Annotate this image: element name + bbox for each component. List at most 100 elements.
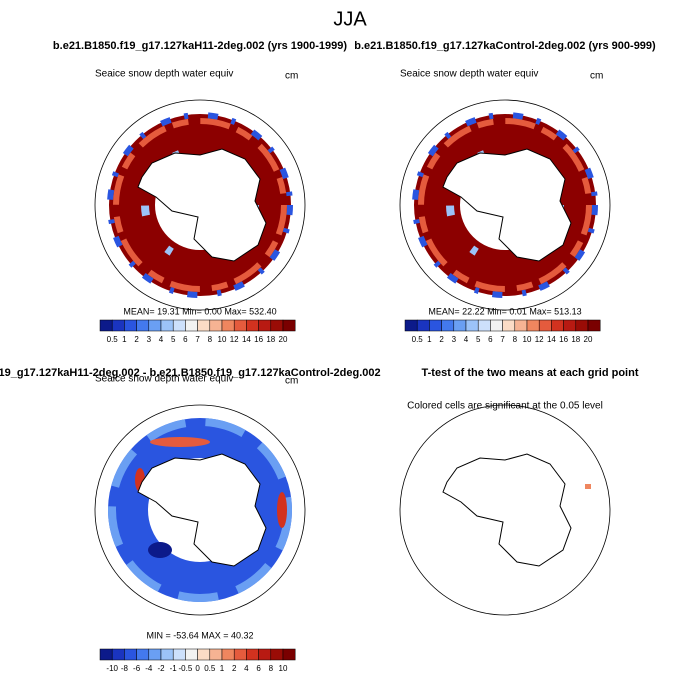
polar-map — [94, 99, 306, 311]
polar-map — [94, 404, 306, 616]
diff-blob — [150, 437, 210, 447]
panel-header: T-test of the two means at each grid poi… — [422, 367, 639, 379]
colorbar-label: 18 — [266, 335, 275, 344]
colorbar-box — [233, 319, 247, 332]
colorbar-label: 0 — [195, 664, 200, 673]
colorbar-label: 5 — [476, 335, 481, 344]
colorbar-box — [282, 319, 296, 332]
diff-field — [108, 418, 292, 602]
colorbar-box — [99, 648, 113, 661]
colorbar-box — [221, 319, 235, 332]
colorbar-label: 10 — [523, 335, 532, 344]
colorbar-box — [148, 648, 162, 661]
colorbar-label: -2 — [157, 664, 165, 673]
colorbar-box — [465, 319, 479, 332]
significant-cell — [585, 484, 591, 489]
panel-header: b.e21.B1850.f19_g17.127kaControl-2deg.00… — [354, 40, 656, 52]
panel-stats: MIN = -53.64 MAX = 40.32 — [146, 630, 253, 640]
colorbar-box — [197, 319, 211, 332]
colorbar-box — [563, 319, 577, 332]
colorbar-box — [270, 648, 284, 661]
colorbar-label: 4 — [159, 335, 164, 344]
colorbar-label: -1 — [170, 664, 178, 673]
colorbar-box — [233, 648, 247, 661]
diff-blob — [148, 542, 172, 558]
colorbar-label: 1 — [220, 664, 225, 673]
colorbar-label: 14 — [547, 335, 556, 344]
colorbar-label: 1 — [122, 335, 127, 344]
colorbar-box — [209, 648, 223, 661]
colorbar-label: 8 — [269, 664, 274, 673]
colorbar-box — [258, 319, 272, 332]
colorbar-label: -6 — [133, 664, 141, 673]
colorbar-box — [172, 319, 186, 332]
colorbar-label: 20 — [584, 335, 593, 344]
colorbar-label: 18 — [571, 335, 580, 344]
colorbar-label: 7 — [195, 335, 200, 344]
ice-edge — [113, 118, 287, 292]
colorbar-box — [221, 648, 235, 661]
colorbar-label: 0.5 — [204, 664, 216, 673]
panel-stats: MEAN= 22.22 Min= 0.01 Max= 513.13 — [428, 306, 581, 316]
colorbar-label: -10 — [106, 664, 118, 673]
colorbar-box — [111, 319, 125, 332]
colorbar-label: 10 — [279, 664, 288, 673]
colorbar-label: 3 — [147, 335, 152, 344]
colorbar-label: 16 — [254, 335, 263, 344]
diff-field — [108, 418, 292, 602]
colorbar-label: 3 — [452, 335, 457, 344]
colorbar-box — [99, 319, 113, 332]
colorbar-label: 10 — [218, 335, 227, 344]
colorbar-label: 5 — [171, 335, 176, 344]
panel-label: Seaice snow depth water equiv — [95, 69, 233, 80]
diff-blob — [277, 492, 287, 528]
colorbar-box — [111, 648, 125, 661]
colorbar-box — [246, 319, 259, 332]
colorbar-box — [429, 319, 442, 332]
colorbar-box — [416, 319, 430, 332]
colorbar-label: 8 — [513, 335, 518, 344]
colorbar-box — [209, 319, 223, 332]
colorbar-label: 0.5 — [107, 335, 119, 344]
colorbar-box — [160, 648, 174, 661]
colorbar-box — [124, 648, 137, 661]
colorbar-box — [172, 648, 186, 661]
ice-edge — [412, 112, 598, 298]
colorbar-box — [282, 648, 296, 661]
colorbar-label: 6 — [256, 664, 261, 673]
colorbar-label: -0.5 — [179, 664, 193, 673]
colorbar-label: 2 — [439, 335, 444, 344]
colorbar-box — [551, 319, 564, 332]
colorbar-box — [526, 319, 540, 332]
ice-edge — [107, 112, 293, 298]
colorbar-label: 12 — [535, 335, 544, 344]
panel-label: Seaice snow depth water equiv — [400, 69, 538, 80]
colorbar-label: 4 — [464, 335, 469, 344]
colorbar-box — [477, 319, 491, 332]
colorbar-box — [185, 319, 198, 332]
colorbar-box — [514, 319, 528, 332]
colorbar-box — [538, 319, 552, 332]
colorbar-label: 1 — [427, 335, 432, 344]
colorbar-label: -8 — [121, 664, 129, 673]
ice-field — [109, 114, 291, 296]
panel-label: Colored cells are significant at the 0.0… — [407, 401, 603, 412]
colorbar-box — [441, 319, 455, 332]
panel-units: cm — [285, 376, 298, 387]
colorbar-box — [148, 319, 162, 332]
colorbar-label: 12 — [230, 335, 239, 344]
colorbar-label: 8 — [208, 335, 213, 344]
colorbar-label: 20 — [279, 335, 288, 344]
colorbar-box — [185, 648, 198, 661]
colorbar-label: 0.5 — [412, 335, 424, 344]
panel-units: cm — [590, 71, 603, 82]
colorbar-box — [246, 648, 259, 661]
colorbar-box — [587, 319, 601, 332]
colorbar-label: -4 — [145, 664, 153, 673]
colorbar-label: 16 — [559, 335, 568, 344]
panel-label: Seaice snow depth water equiv — [95, 374, 233, 385]
colorbar-box — [124, 319, 137, 332]
colorbar-label: 2 — [232, 664, 237, 673]
colorbar-label: 14 — [242, 335, 251, 344]
